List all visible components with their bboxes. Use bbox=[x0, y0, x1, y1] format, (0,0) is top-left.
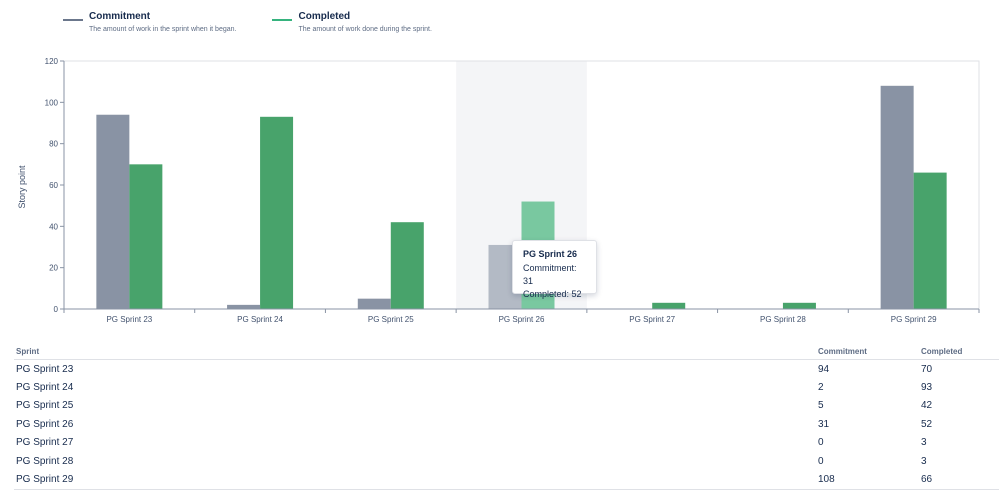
bar-commitment[interactable] bbox=[357, 298, 391, 309]
bar-completed[interactable] bbox=[260, 116, 294, 309]
cell-commitment: 0 bbox=[818, 455, 824, 467]
bar-completed[interactable] bbox=[390, 222, 424, 309]
y-tick-label: 120 bbox=[45, 57, 59, 66]
table-row: PG Sprint 23 94 70 bbox=[14, 360, 999, 379]
velocity-chart: 0 20 40 60 80 100 120 PG Sprint 23 PG Sprint 24 P… bbox=[17, 57, 980, 324]
bar-completed[interactable] bbox=[782, 302, 816, 309]
chart-tooltip: PG Sprint 26 Commitment: 31 Completed: 5… bbox=[512, 240, 597, 299]
y-tick-label: 80 bbox=[49, 140, 58, 149]
cell-completed: 3 bbox=[921, 455, 927, 467]
bar-commitment[interactable] bbox=[880, 85, 914, 309]
x-tick-label: PG Sprint 29 bbox=[891, 315, 937, 324]
cell-completed: 93 bbox=[921, 382, 933, 394]
cell-completed: 66 bbox=[919, 470, 999, 490]
bar-completed[interactable] bbox=[913, 172, 947, 309]
legend-item-commitment[interactable]: Commitment The amount of work in the spr… bbox=[63, 10, 236, 35]
cell-sprint: PG Sprint 26 bbox=[16, 418, 74, 430]
y-axis-label: Story point bbox=[17, 165, 27, 209]
cell-completed: 70 bbox=[921, 363, 933, 375]
y-tick-label: 0 bbox=[54, 305, 59, 314]
cell-commitment: 5 bbox=[818, 400, 824, 412]
table-row: PG Sprint 24 2 93 bbox=[14, 378, 999, 396]
bar-commitment[interactable] bbox=[227, 304, 261, 309]
cell-sprint: PG Sprint 29 bbox=[14, 470, 816, 490]
y-tick-label: 100 bbox=[45, 98, 59, 107]
cell-completed: 42 bbox=[921, 400, 933, 412]
tooltip-commitment: Commitment: 31 bbox=[523, 263, 577, 286]
cell-sprint: PG Sprint 23 bbox=[16, 363, 74, 375]
x-tick-label: PG Sprint 27 bbox=[629, 315, 675, 324]
bar-completed[interactable] bbox=[652, 302, 686, 309]
legend-desc-completed: The amount of work done during the sprin… bbox=[298, 26, 432, 33]
table-row: PG Sprint 29 108 66 bbox=[14, 470, 999, 490]
x-tick-label: PG Sprint 26 bbox=[499, 315, 545, 324]
header-sprint[interactable]: Sprint bbox=[14, 344, 816, 360]
tooltip-completed: Completed: 52 bbox=[523, 289, 582, 299]
chart-legend: Commitment The amount of work in the spr… bbox=[63, 10, 432, 35]
cell-completed: 3 bbox=[921, 437, 927, 449]
x-tick-label: PG Sprint 24 bbox=[237, 315, 283, 324]
legend-item-completed[interactable]: Completed The amount of work done during… bbox=[272, 10, 432, 35]
cell-sprint: PG Sprint 25 bbox=[16, 400, 74, 412]
legend-swatch-commitment bbox=[63, 19, 83, 21]
cell-sprint: PG Sprint 27 bbox=[16, 437, 74, 449]
cell-sprint: PG Sprint 28 bbox=[16, 455, 74, 467]
table-row: PG Sprint 27 0 3 bbox=[14, 434, 999, 452]
y-tick-label: 40 bbox=[49, 222, 58, 231]
cell-commitment: 108 bbox=[816, 470, 919, 490]
y-tick-label: 60 bbox=[49, 181, 58, 190]
legend-title-commitment: Commitment bbox=[89, 11, 151, 22]
sprint-data-table: Sprint Commitment Completed PG Sprint 23… bbox=[14, 344, 999, 490]
bar-commitment[interactable] bbox=[96, 114, 130, 309]
cell-commitment: 0 bbox=[818, 437, 824, 449]
cell-commitment: 94 bbox=[818, 363, 830, 375]
x-tick-label: PG Sprint 25 bbox=[368, 315, 414, 324]
table-row: PG Sprint 28 0 3 bbox=[14, 452, 999, 470]
bar-completed[interactable] bbox=[129, 164, 163, 309]
header-commitment[interactable]: Commitment bbox=[816, 344, 919, 360]
cell-commitment: 31 bbox=[818, 418, 830, 430]
header-completed[interactable]: Completed bbox=[919, 344, 999, 360]
cell-completed: 52 bbox=[921, 418, 933, 430]
x-tick-label: PG Sprint 23 bbox=[106, 315, 152, 324]
cell-sprint: PG Sprint 24 bbox=[16, 382, 74, 394]
legend-swatch-completed bbox=[272, 19, 293, 21]
cell-commitment: 2 bbox=[818, 382, 824, 394]
table-header-row: Sprint Commitment Completed bbox=[14, 344, 999, 360]
tooltip-title: PG Sprint 26 bbox=[523, 249, 578, 259]
legend-desc-commitment: The amount of work in the sprint when it… bbox=[89, 26, 237, 33]
table-row: PG Sprint 26 31 52 bbox=[14, 415, 999, 433]
y-tick-label: 20 bbox=[49, 264, 58, 273]
table-row: PG Sprint 25 5 42 bbox=[14, 397, 999, 415]
x-tick-label: PG Sprint 28 bbox=[760, 315, 806, 324]
legend-title-completed: Completed bbox=[298, 11, 351, 22]
